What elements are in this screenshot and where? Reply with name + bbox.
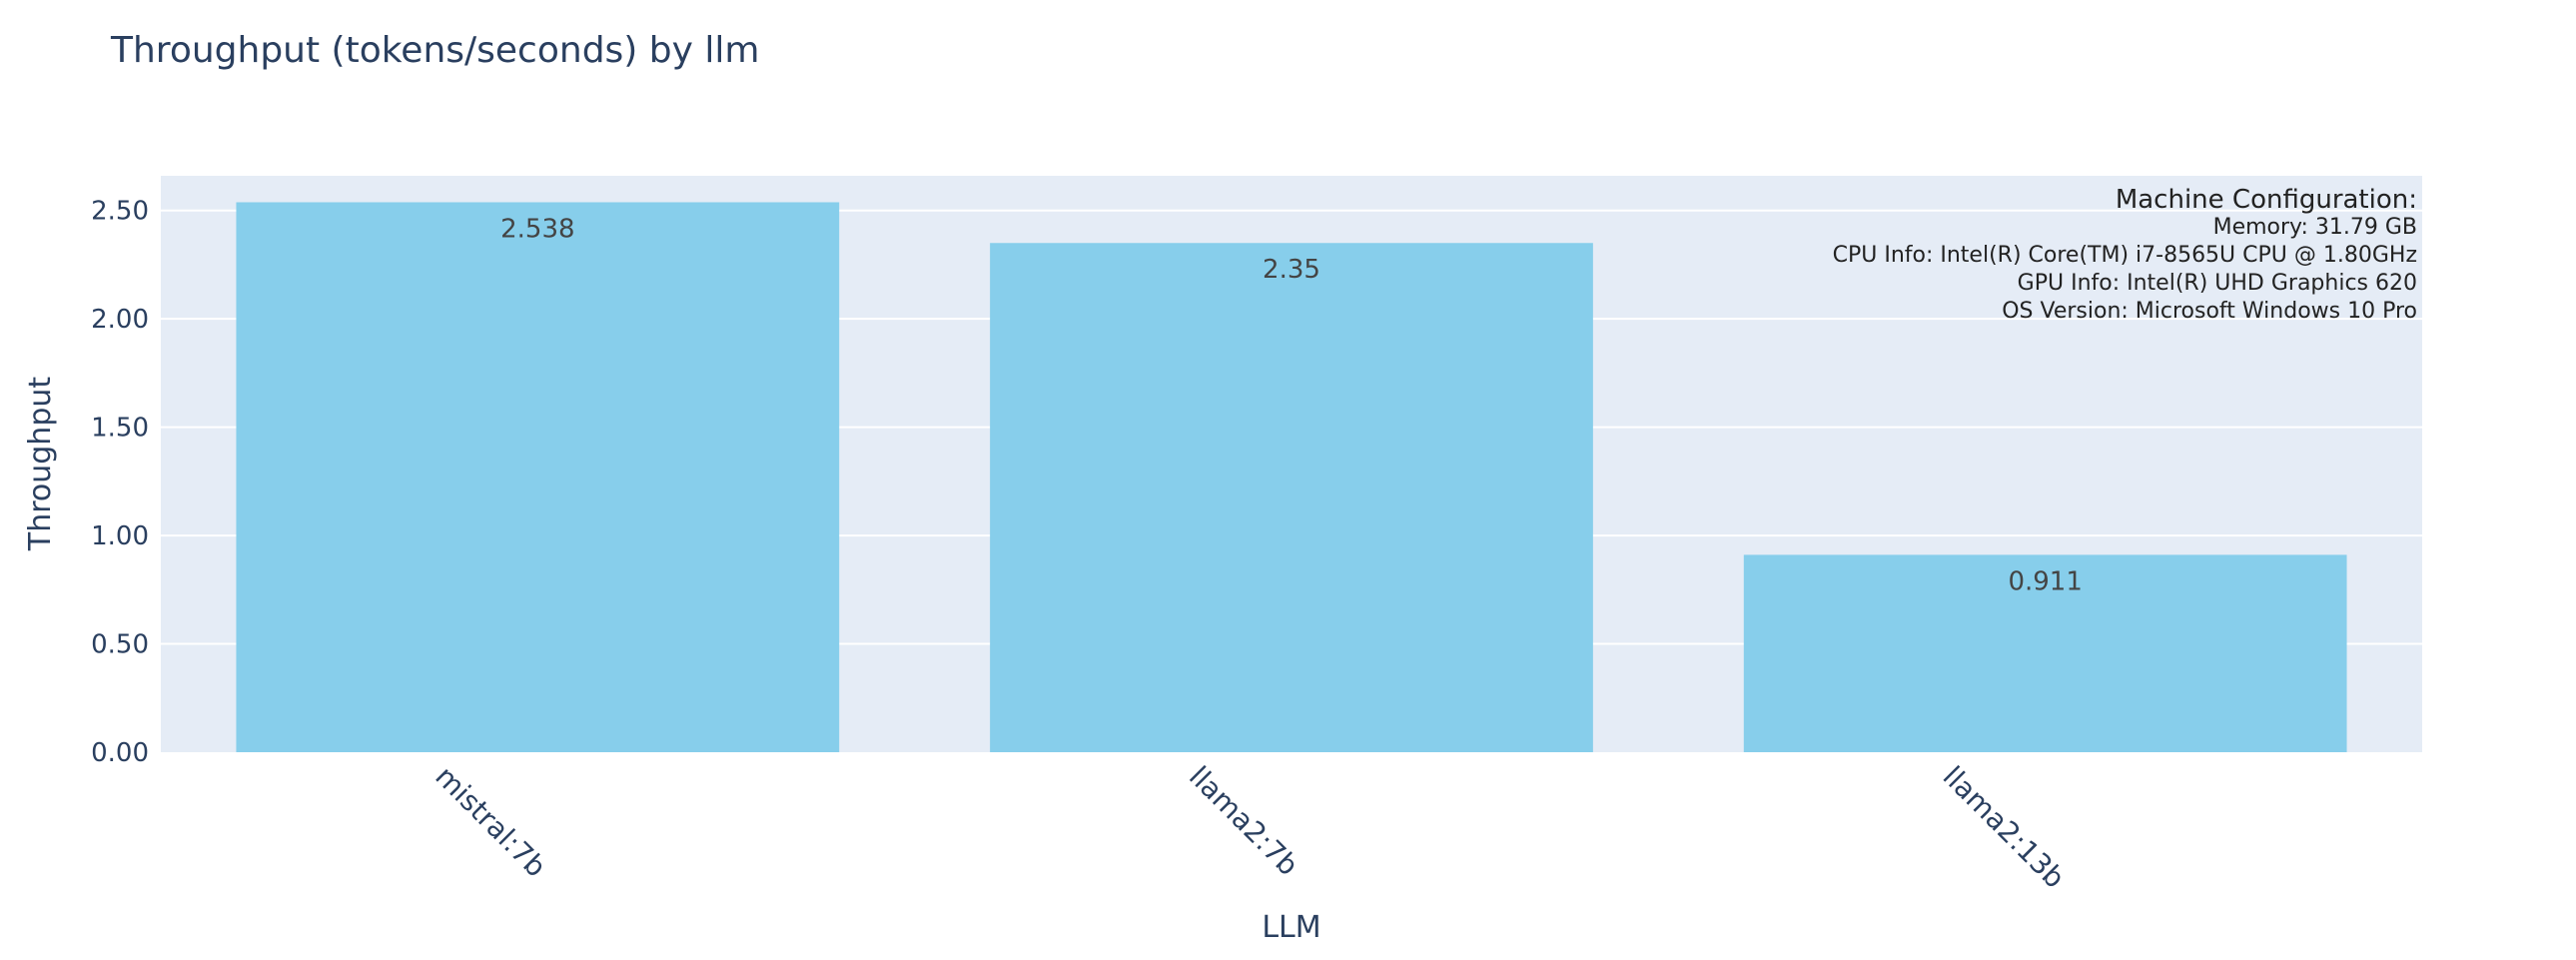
chart-title: Throughput (tokens/seconds) by llm bbox=[110, 30, 759, 71]
x-tick-label: llama2:7b bbox=[1183, 760, 1304, 882]
bars: 2.538 2.35 0.911 bbox=[236, 202, 2347, 752]
bar-value-label: 2.538 bbox=[500, 214, 574, 244]
bar-value-label: 0.911 bbox=[2008, 566, 2082, 596]
x-tick-label: llama2:13b bbox=[1937, 760, 2072, 895]
y-tick-label: 1.50 bbox=[91, 414, 149, 444]
bar bbox=[1743, 554, 2347, 752]
x-axis-ticks: mistral:7b llama2:7b llama2:13b bbox=[429, 760, 2071, 895]
machine-config-annotation: Machine Configuration: Memory: 31.79 GB C… bbox=[1833, 185, 2417, 324]
annotation-line: Memory: 31.79 GB bbox=[2213, 215, 2417, 240]
bar-value-label: 2.35 bbox=[1263, 255, 1320, 285]
y-axis-ticks: 0.00 0.50 1.00 1.50 2.00 2.50 bbox=[91, 197, 149, 768]
y-tick-label: 0.50 bbox=[91, 630, 149, 660]
x-axis-title: LLM bbox=[1262, 910, 1320, 945]
annotation-heading: Machine Configuration: bbox=[2116, 185, 2417, 215]
y-tick-label: 2.00 bbox=[91, 305, 149, 335]
bar bbox=[236, 202, 840, 752]
annotation-line: OS Version: Microsoft Windows 10 Pro bbox=[2002, 299, 2417, 324]
y-axis-title: Throughput bbox=[23, 377, 58, 551]
x-tick-label: mistral:7b bbox=[429, 760, 552, 884]
annotation-line: GPU Info: Intel(R) UHD Graphics 620 bbox=[2018, 271, 2417, 296]
y-tick-label: 2.50 bbox=[91, 197, 149, 227]
y-tick-label: 1.00 bbox=[91, 521, 149, 551]
annotation-line: CPU Info: Intel(R) Core(TM) i7-8565U CPU… bbox=[1833, 243, 2417, 268]
y-tick-label: 0.00 bbox=[91, 738, 149, 768]
bar bbox=[990, 243, 1593, 752]
